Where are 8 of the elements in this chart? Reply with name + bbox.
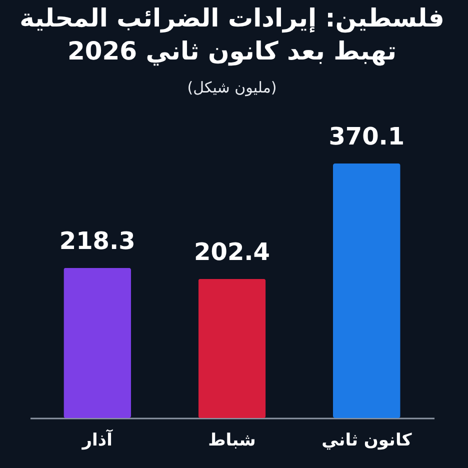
data-label: 370.1	[328, 122, 405, 151]
x-tick-label: كانون ثاني	[322, 430, 412, 450]
chart-title: فلسطين: إيرادات الضرائب المحلية تهبط بعد كانون ثاني 2026	[20, 4, 444, 67]
data-label: 218.3	[59, 226, 136, 255]
x-tick-label: آذار	[81, 428, 114, 450]
data-label: 202.4	[194, 238, 270, 266]
x-tick-label: شباط	[208, 430, 256, 450]
chart-subtitle: (مليون شيكل)	[187, 78, 277, 97]
